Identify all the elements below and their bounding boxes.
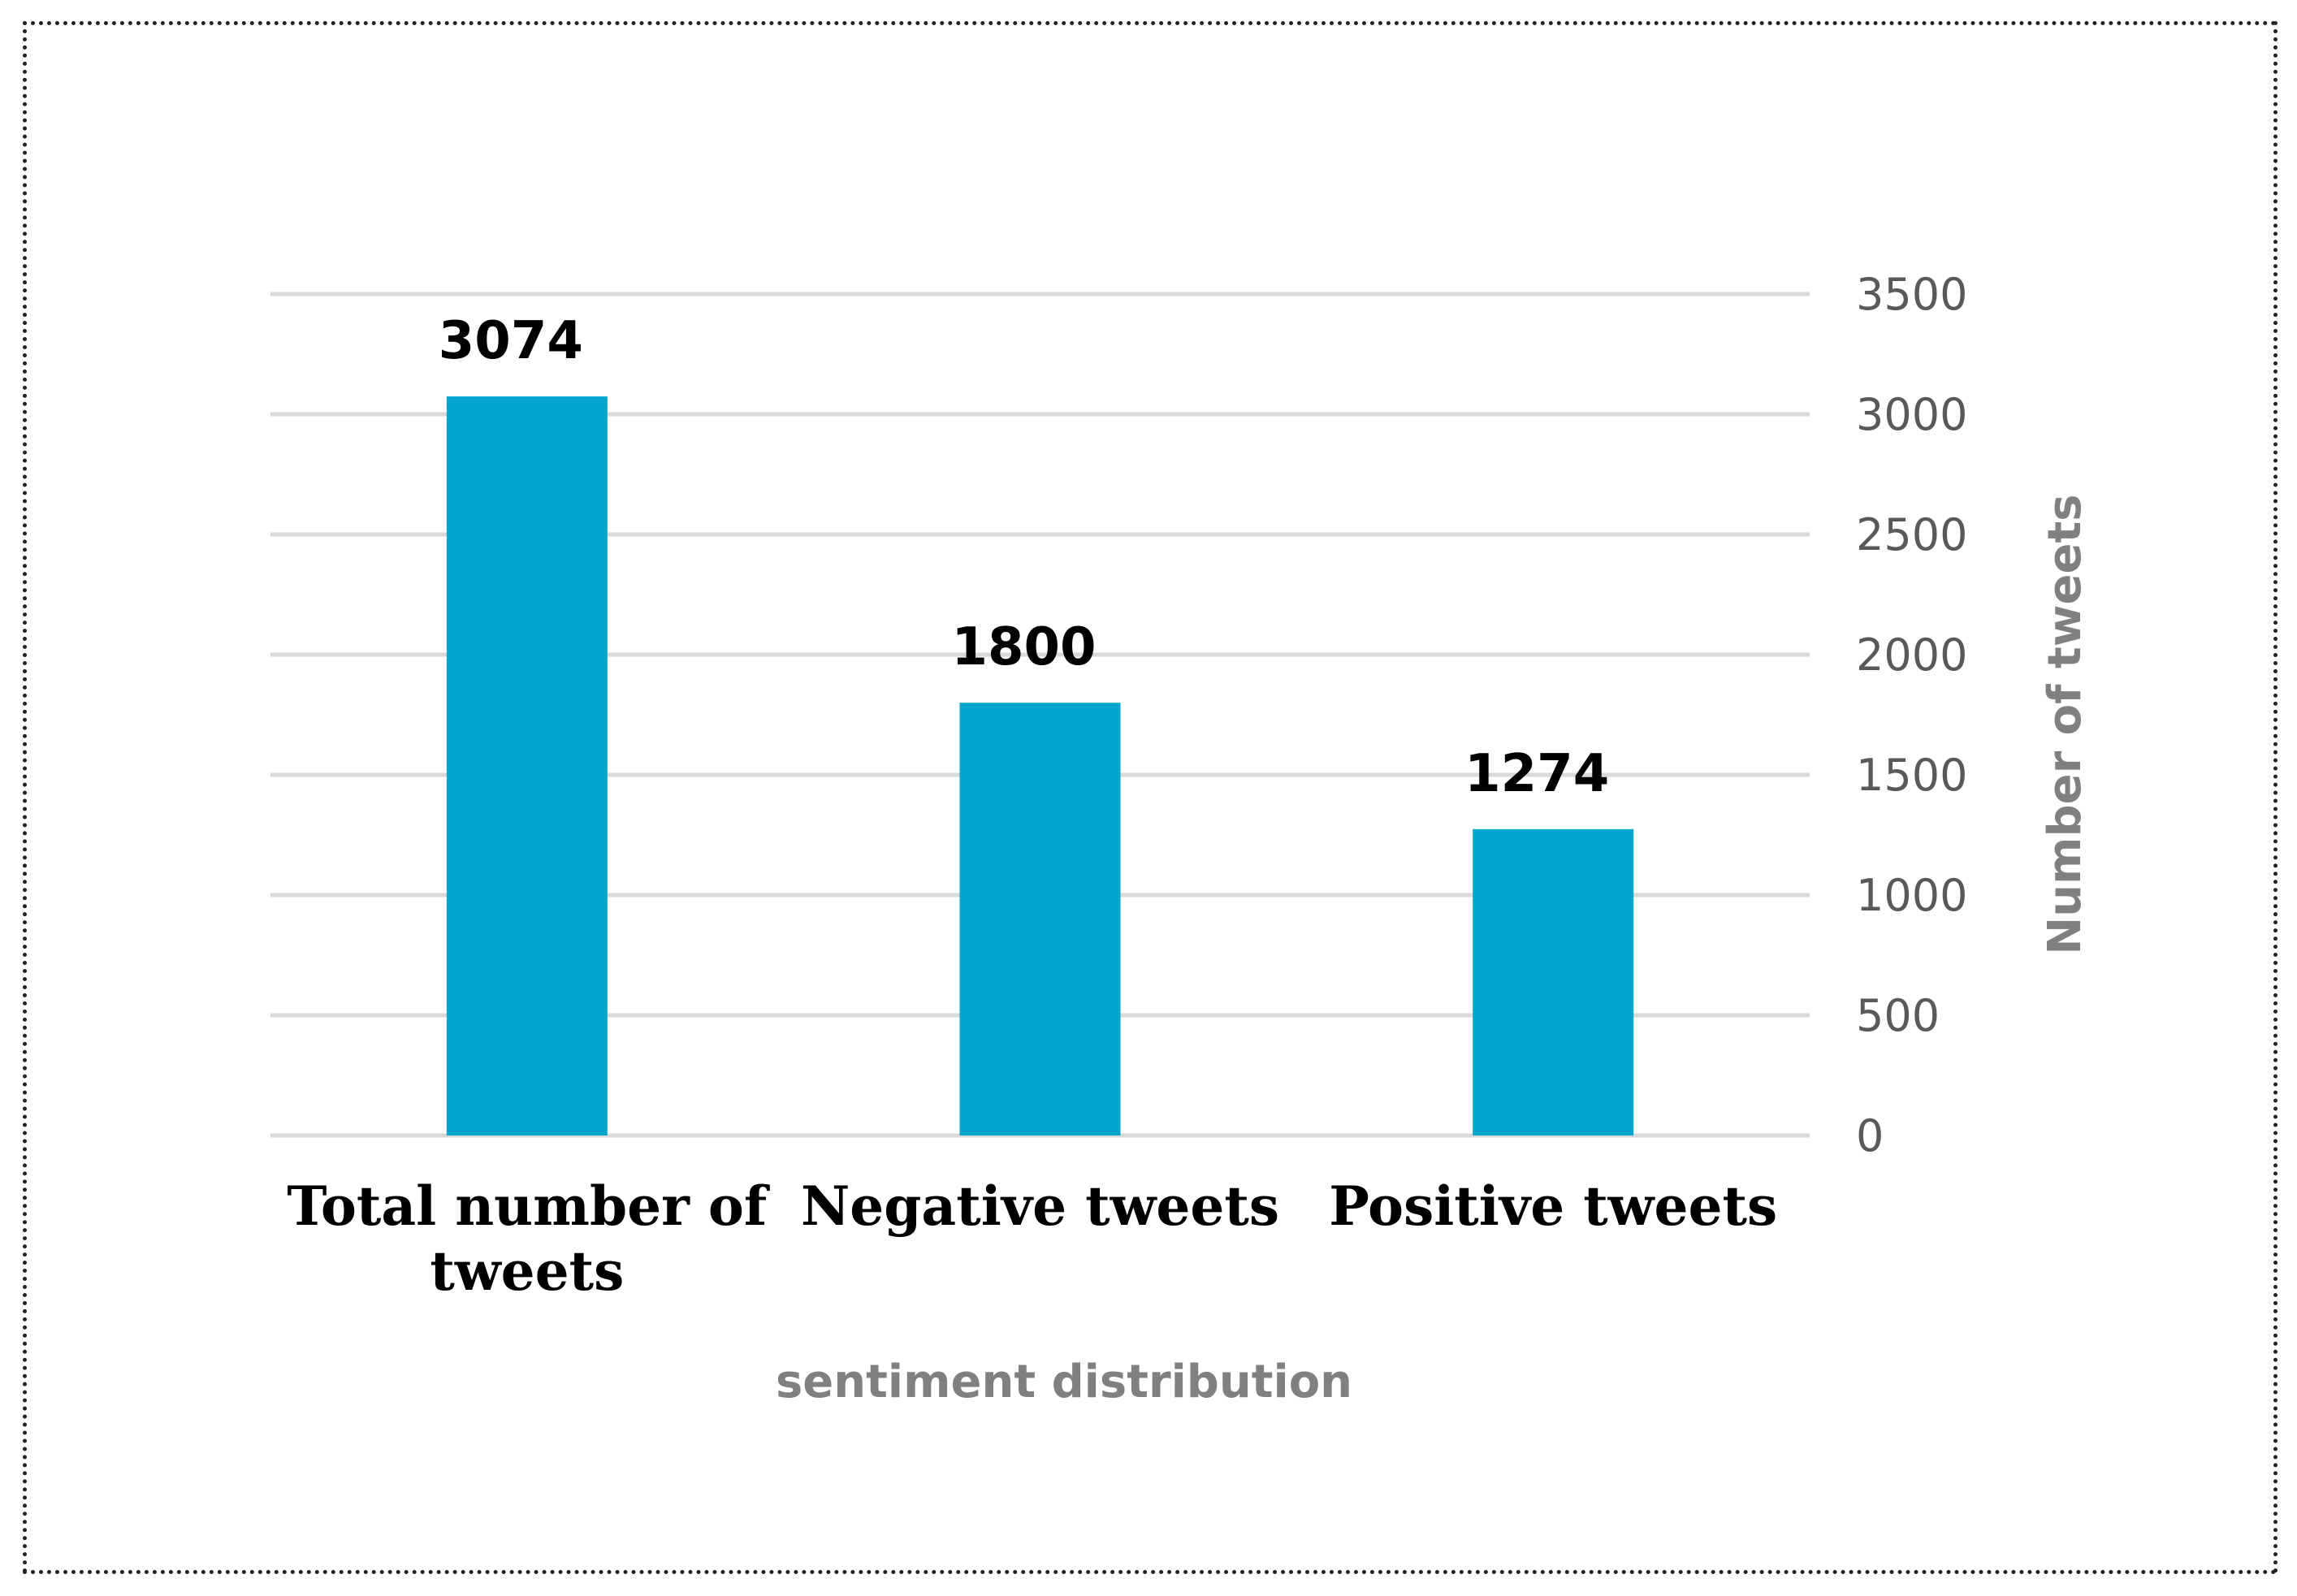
- x-axis-title: sentiment distribution: [776, 1356, 1352, 1408]
- y-tick-label: 2500: [1856, 509, 1967, 560]
- y-tick-label: 500: [1856, 990, 1940, 1041]
- bar: [1473, 828, 1634, 1135]
- data-label: 1274: [1464, 744, 1609, 804]
- category-label: Positive tweets: [1329, 1174, 1777, 1238]
- category-label-line: Total number of: [287, 1174, 770, 1238]
- y-tick-label: 1500: [1856, 750, 1967, 801]
- x-axis-categories: Total number of tweets Negative tweets Posi…: [287, 1174, 1777, 1303]
- y-tick-label: 3000: [1856, 389, 1967, 440]
- y-axis-ticks: 0 500 1000 1500 2000 2500 3000 3500: [1856, 269, 1967, 1161]
- bar: [959, 703, 1121, 1135]
- bars: [446, 396, 1634, 1135]
- category-label: Total number of tweets: [287, 1174, 770, 1303]
- category-label-line: Positive tweets: [1329, 1174, 1777, 1238]
- category-label-line: tweets: [430, 1239, 624, 1303]
- data-label: 3074: [439, 311, 583, 371]
- y-tick-label: 0: [1856, 1110, 1884, 1161]
- y-axis-title: Number of tweets: [2039, 494, 2092, 954]
- data-labels: 3074 1800 1274: [439, 311, 1609, 804]
- y-tick-label: 1000: [1856, 870, 1967, 921]
- chart-frame: [23, 21, 2278, 1574]
- category-label-line: Negative tweets: [801, 1174, 1279, 1238]
- y-tick-label: 3500: [1856, 269, 1967, 320]
- category-label: Negative tweets: [801, 1174, 1279, 1238]
- y-tick-label: 2000: [1856, 629, 1967, 681]
- data-label: 1800: [951, 617, 1096, 677]
- bar: [446, 396, 608, 1135]
